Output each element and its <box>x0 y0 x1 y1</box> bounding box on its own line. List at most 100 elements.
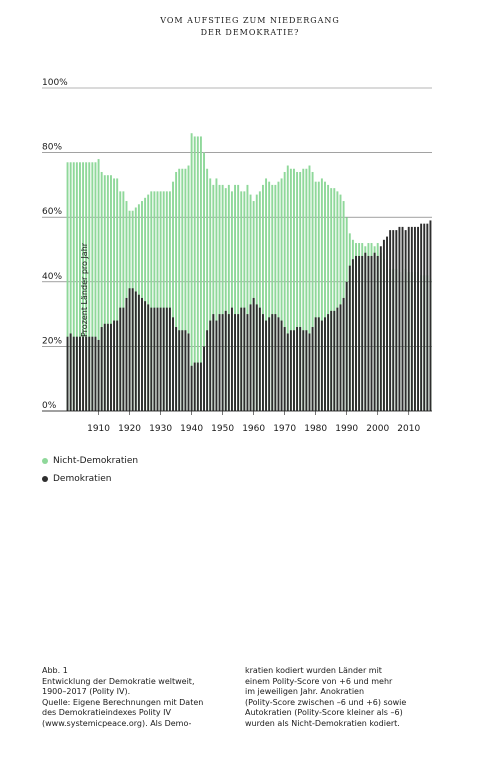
y-tick-label: 60% <box>42 207 62 217</box>
bar-nicht-demokratien <box>314 181 317 411</box>
bar-nicht-demokratien <box>165 191 168 411</box>
bar-demokratien <box>85 336 88 411</box>
bar-demokratien <box>137 294 140 411</box>
bar-demokratien <box>274 314 277 411</box>
bar-demokratien <box>234 314 237 411</box>
bar-demokratien <box>150 307 153 411</box>
bar-demokratien <box>113 320 116 411</box>
bar-demokratien <box>426 223 429 411</box>
bar-nicht-demokratien <box>286 165 289 411</box>
title-line-1: VOM AUFSTIEG ZUM NIEDERGANG <box>160 16 340 25</box>
bar-demokratien <box>351 259 354 411</box>
y-tick-label: 0% <box>42 401 57 411</box>
bar-demokratien <box>367 255 370 411</box>
axis-ticks: 0% 20% 40% 60% 80% 100% 1910 1920 1930 1940 1950 19… <box>42 78 432 434</box>
bar-demokratien <box>392 230 395 411</box>
bar-demokratien <box>196 362 199 411</box>
legend-label: Demokratien <box>53 474 112 484</box>
bar-nicht-demokratien <box>230 191 233 411</box>
bar-demokratien <box>417 226 420 411</box>
chart-title: VOM AUFSTIEG ZUM NIEDERGANG DER DEMOKRAT… <box>0 15 500 39</box>
bar-nicht-demokratien <box>196 136 199 411</box>
x-tick-label: 1990 <box>335 424 358 434</box>
bar-nicht-demokratien <box>274 184 277 411</box>
y-tick-label: 20% <box>42 336 62 346</box>
bar-nicht-demokratien <box>97 159 100 411</box>
bar-nicht-demokratien <box>203 152 205 411</box>
bar-demokratien <box>221 314 224 411</box>
bar-demokratien <box>206 330 209 411</box>
bar-nicht-demokratien <box>243 191 246 411</box>
x-tick-label: 1910 <box>87 424 110 434</box>
bar-demokratien <box>268 317 271 411</box>
bar-demokratien <box>407 226 410 411</box>
bar-nicht-demokratien <box>305 168 308 411</box>
caption-line: Autokratien (Polity-Score kleiner als –6… <box>245 708 403 717</box>
bar-demokratien <box>72 336 75 411</box>
bar-demokratien <box>168 307 171 411</box>
bar-demokratien <box>203 346 205 411</box>
x-tick-label: 2010 <box>397 424 420 434</box>
bar-demokratien <box>209 320 212 411</box>
legend-item-nicht-demokratien: Nicht-Demokratien <box>42 455 138 467</box>
bar-demokratien <box>283 327 286 411</box>
caption-line: 1900–2017 (Polity IV). <box>42 687 131 696</box>
bar-demokratien <box>100 327 103 411</box>
bar-demokratien <box>382 239 385 411</box>
bar-nicht-demokratien <box>271 184 274 411</box>
bar-demokratien <box>128 288 131 411</box>
bar-nicht-demokratien <box>320 178 323 411</box>
bar-demokratien <box>404 230 407 411</box>
bar-demokratien <box>379 246 382 411</box>
bar-nicht-demokratien <box>255 194 258 411</box>
bar-demokratien <box>327 314 330 411</box>
bar-demokratien <box>395 230 398 411</box>
bar-demokratien <box>106 323 109 411</box>
bar-demokratien <box>116 320 119 411</box>
bar-nicht-demokratien <box>268 181 271 411</box>
bar-demokratien <box>88 336 91 411</box>
bar-nicht-demokratien <box>234 184 237 411</box>
x-tick-label: 1960 <box>242 424 265 434</box>
bar-demokratien <box>66 336 69 411</box>
bar-demokratien <box>125 297 128 411</box>
legend: Nicht-Demokratien Demokratien <box>42 455 138 491</box>
bar-nicht-demokratien <box>122 191 125 411</box>
bar-demokratien <box>249 304 252 411</box>
bar-demokratien <box>246 314 249 411</box>
bar-nicht-demokratien <box>224 188 227 411</box>
bar-demokratien <box>280 320 283 411</box>
bar-demokratien <box>324 317 326 411</box>
bar-demokratien <box>376 255 379 411</box>
bar-demokratien <box>348 265 351 411</box>
bar-demokratien <box>110 323 112 411</box>
bar-demokratien <box>305 330 308 411</box>
title-line-2: DER DEMOKRATIE? <box>200 28 300 37</box>
x-tick-label: 1950 <box>211 424 234 434</box>
bar-nicht-demokratien <box>184 168 187 411</box>
bar-demokratien <box>333 310 336 411</box>
caption-right: kratien kodiert wurden Länder mit einem … <box>245 666 406 729</box>
bar-demokratien <box>215 320 218 411</box>
bar-nicht-demokratien <box>78 162 81 411</box>
bar-demokratien <box>429 220 432 411</box>
bar-nicht-demokratien <box>153 191 156 411</box>
bar-demokratien <box>97 339 100 411</box>
bar-nicht-demokratien <box>277 181 280 411</box>
bar-nicht-demokratien <box>209 178 212 411</box>
bar-demokratien <box>336 307 339 411</box>
bar-nicht-demokratien <box>258 191 261 411</box>
bar-nicht-demokratien <box>103 175 106 411</box>
x-tick-label: 2000 <box>366 424 389 434</box>
bar-nicht-demokratien <box>187 165 190 411</box>
bar-nicht-demokratien <box>113 178 116 411</box>
bar-nicht-demokratien <box>172 181 174 411</box>
x-tick-label: 1940 <box>180 424 203 434</box>
bar-demokratien <box>289 330 292 411</box>
bar-demokratien <box>187 333 190 411</box>
bar-nicht-demokratien <box>246 184 249 411</box>
caption-left: Abb. 1 Entwicklung der Demokratie weltwe… <box>42 666 203 729</box>
bar-demokratien <box>178 330 181 411</box>
bar-nicht-demokratien <box>168 191 171 411</box>
